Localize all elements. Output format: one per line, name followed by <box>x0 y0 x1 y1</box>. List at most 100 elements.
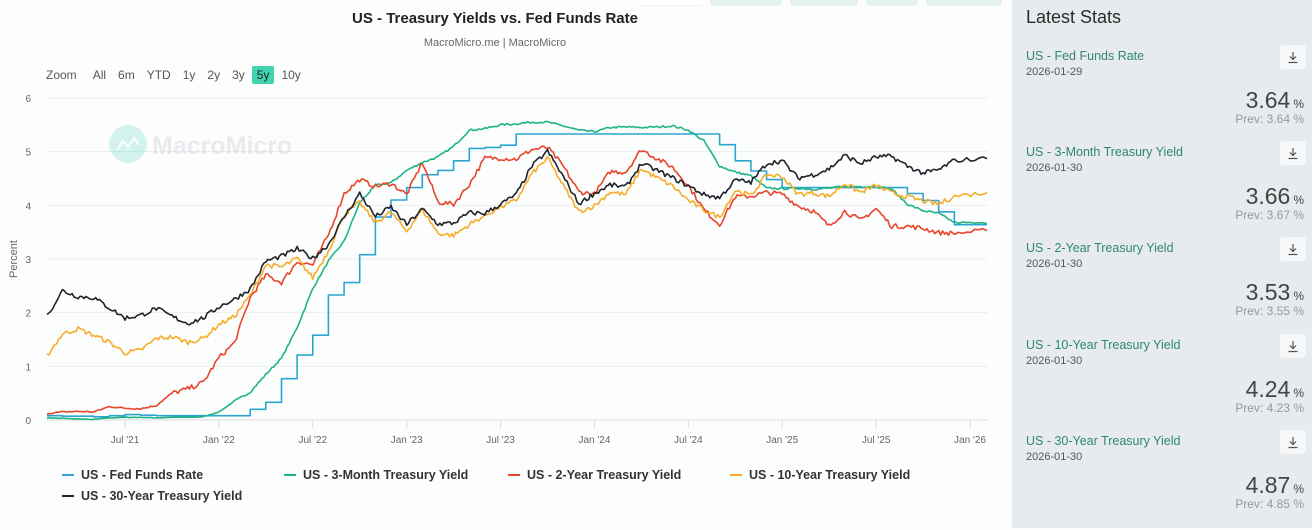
line-chart[interactable]: MacroMicro 0 1 2 3 4 5 6 Percent Jul '21 Jan '2… <box>0 85 1000 465</box>
stat-value: 3.53% <box>1245 279 1304 305</box>
stat-date: 2026-01-30 <box>1026 355 1083 367</box>
stat-prev-value: Prev: 3.67 % <box>1235 208 1304 222</box>
x-tick-label: Jul '21 <box>111 435 140 446</box>
stat-name[interactable]: US - 3-Month Treasury Yield <box>1026 145 1184 159</box>
stat-prev-value: Prev: 4.23 % <box>1235 401 1304 415</box>
x-tick-label: Jul '22 <box>298 435 327 446</box>
range-button-ytd[interactable]: YTD <box>146 68 171 82</box>
stat-card: US - 3-Month Treasury Yield 2026-01-30 3.6… <box>1026 141 1308 241</box>
stat-name[interactable]: US - Fed Funds Rate <box>1026 49 1145 63</box>
download-icon <box>1288 51 1298 63</box>
series-line-us-10-year-treasury-yield <box>46 155 988 356</box>
stat-value: 4.24% <box>1245 376 1304 402</box>
download-icon <box>1288 436 1298 448</box>
range-button-5y[interactable]: 5y <box>251 66 275 84</box>
download-button[interactable] <box>1280 141 1306 165</box>
latest-stats-panel: Latest Stats US - Fed Funds Rate 2026-01-… <box>1012 0 1312 528</box>
top-tab[interactable] <box>640 0 702 6</box>
x-tick-label: Jan '26 <box>954 435 986 446</box>
y-tick-label: 2 <box>25 309 31 320</box>
y-tick-label: 3 <box>25 255 31 266</box>
top-tab[interactable] <box>866 0 918 6</box>
legend-swatch <box>62 495 74 497</box>
download-icon <box>1288 340 1298 352</box>
y-tick-label: 5 <box>25 148 31 159</box>
download-button[interactable] <box>1280 45 1306 69</box>
stat-prev-value: Prev: 3.64 % <box>1235 112 1304 126</box>
chart-title: US - Treasury Yields vs. Fed Funds Rate <box>352 10 638 27</box>
legend-item[interactable]: US - 3-Month Treasury Yield <box>284 468 468 482</box>
range-button-3y[interactable]: 3y <box>232 68 245 82</box>
stat-date: 2026-01-30 <box>1026 162 1083 174</box>
download-button[interactable] <box>1280 430 1306 454</box>
series-lines <box>46 120 988 421</box>
legend-item[interactable]: US - 10-Year Treasury Yield <box>730 468 910 482</box>
watermark-logo-icon <box>109 125 147 163</box>
x-tick-label: Jul '25 <box>862 435 891 446</box>
x-tick-label: Jan '25 <box>766 435 798 446</box>
grid-lines <box>47 97 988 421</box>
stat-date: 2026-01-30 <box>1026 451 1083 463</box>
range-zoom-label: Zoom <box>46 68 77 82</box>
download-button[interactable] <box>1280 237 1306 261</box>
stat-card: US - 30-Year Treasury Yield 2026-01-30 4.8… <box>1026 430 1308 530</box>
y-tick-label: 6 <box>25 94 31 105</box>
legend-label: US - 2-Year Treasury Yield <box>527 468 682 482</box>
range-button-10y[interactable]: 10y <box>281 68 301 82</box>
legend-label: US - 3-Month Treasury Yield <box>303 468 469 482</box>
series-line-us-fed-funds-rate <box>47 133 987 418</box>
y-tick-label: 1 <box>25 362 31 373</box>
legend-swatch <box>284 474 296 476</box>
stat-prev-value: Prev: 3.55 % <box>1235 304 1304 318</box>
x-tick-label: Jul '24 <box>674 435 703 446</box>
x-tick-label: Jan '24 <box>578 435 610 446</box>
top-tab-strip <box>640 0 1002 6</box>
download-button[interactable] <box>1280 334 1306 358</box>
legend-item[interactable]: US - Fed Funds Rate <box>62 468 203 482</box>
series-line-us-3-month-treasury-yield <box>46 120 988 421</box>
stat-date: 2026-01-29 <box>1026 66 1083 78</box>
legend-swatch <box>730 474 742 476</box>
y-tick-label: 0 <box>25 416 31 427</box>
watermark: MacroMicro <box>109 125 292 163</box>
watermark-logo-glyph <box>116 136 140 151</box>
download-icon <box>1288 243 1298 255</box>
stat-name[interactable]: US - 10-Year Treasury Yield <box>1026 338 1181 352</box>
top-tab[interactable] <box>926 0 1002 6</box>
top-tab[interactable] <box>710 0 782 6</box>
top-tab[interactable] <box>790 0 858 6</box>
legend-label: US - Fed Funds Rate <box>81 468 204 482</box>
legend-swatch <box>508 474 520 476</box>
stat-date: 2026-01-30 <box>1026 258 1083 270</box>
stat-value: 3.66% <box>1245 183 1304 209</box>
y-tick-label: 4 <box>25 201 31 212</box>
legend-item[interactable]: US - 2-Year Treasury Yield <box>508 468 681 482</box>
range-button-1y[interactable]: 1y <box>182 68 196 82</box>
stat-value: 3.64% <box>1245 87 1304 113</box>
watermark-text: MacroMicro <box>152 132 292 160</box>
stat-card: US - Fed Funds Rate 2026-01-29 3.64% Prev: … <box>1026 45 1308 145</box>
x-tick-label: Jan '22 <box>203 435 235 446</box>
range-button-2y[interactable]: 2y <box>207 68 221 82</box>
range-button-all[interactable]: All <box>92 68 107 82</box>
stat-value: 4.87% <box>1245 472 1304 498</box>
download-icon <box>1288 147 1298 159</box>
stat-name[interactable]: US - 2-Year Treasury Yield <box>1026 241 1174 255</box>
series-line-us-30-year-treasury-yield <box>46 148 988 326</box>
range-button-6m[interactable]: 6m <box>118 68 135 82</box>
chart-panel: US - Treasury Yields vs. Fed Funds Rate … <box>0 0 1002 503</box>
x-tick-label: Jul '23 <box>486 435 515 446</box>
legend-label: US - 10-Year Treasury Yield <box>749 468 911 482</box>
latest-stats-title: Latest Stats <box>1026 7 1122 27</box>
legend-item[interactable]: US - 30-Year Treasury Yield <box>62 489 242 503</box>
legend-swatch <box>62 474 74 476</box>
y-axis-label: Percent <box>8 240 20 278</box>
stat-card: US - 2-Year Treasury Yield 2026-01-30 3.53… <box>1026 237 1308 337</box>
x-axis-ticks: Jul '21 Jan '22 Jul '22 Jan '23 Jul '23 Jan '… <box>111 420 986 446</box>
legend-label: US - 30-Year Treasury Yield <box>81 489 243 503</box>
y-axis-ticks: 0 1 2 3 4 5 6 <box>25 94 31 427</box>
stat-card: US - 10-Year Treasury Yield 2026-01-30 4.2… <box>1026 334 1308 434</box>
stat-name[interactable]: US - 30-Year Treasury Yield <box>1026 434 1181 448</box>
range-selector: Zoom All 6m YTD 1y 2y 3y 5y 10y <box>46 66 308 84</box>
stat-prev-value: Prev: 4.85 % <box>1235 497 1304 511</box>
